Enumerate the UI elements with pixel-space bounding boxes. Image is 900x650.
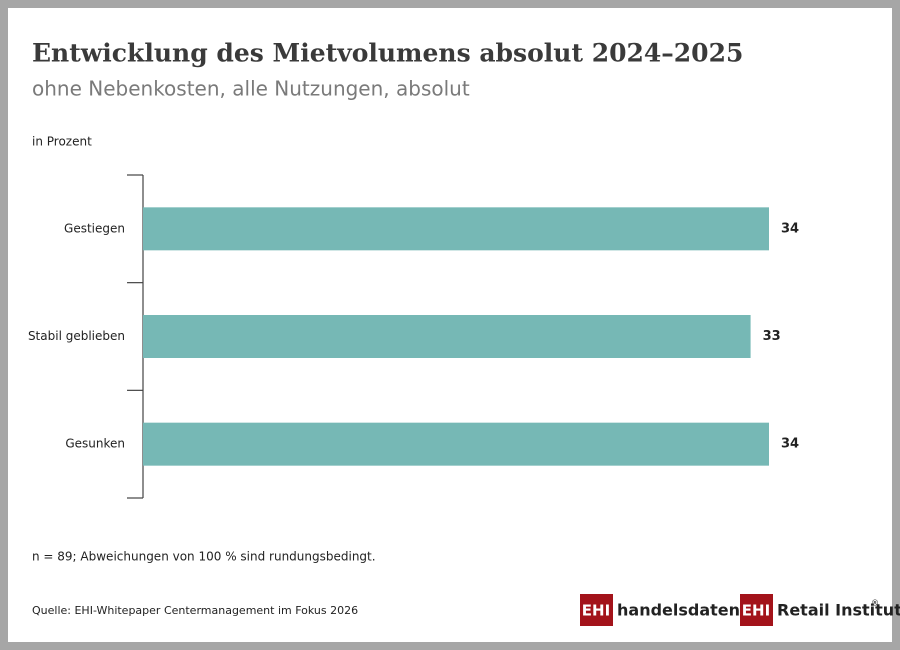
source: Quelle: EHI-Whitepaper Centermanagement …: [32, 604, 358, 617]
logo-badge: [740, 594, 773, 626]
logo-badge-text: EHI: [742, 602, 770, 620]
value-label: 34: [781, 221, 799, 236]
bar: [143, 422, 769, 466]
chart-title: Entwicklung des Mietvolumens absolut 202…: [32, 39, 743, 68]
note: n = 89; Abweichungen von 100 % sind rund…: [32, 550, 376, 564]
value-label: 34: [781, 437, 799, 452]
bar: [143, 207, 769, 251]
y-tick-label: Stabil geblieben: [28, 329, 125, 343]
y-tick-label: Gesunken: [65, 437, 125, 451]
logo-badge-text: EHI: [582, 602, 610, 620]
logo-text: Retail Institute: [777, 601, 900, 620]
y-tick-label: Gestiegen: [64, 221, 125, 235]
value-label: 33: [763, 329, 781, 344]
logo-badge: [580, 594, 613, 626]
chart-subtitle: ohne Nebenkosten, alle Nutzungen, absolu…: [32, 77, 470, 101]
unit-label: in Prozent: [32, 135, 92, 149]
bar: [143, 315, 751, 358]
logo-text: handelsdaten.de: [617, 601, 769, 620]
logo-mark: ®: [871, 599, 879, 608]
